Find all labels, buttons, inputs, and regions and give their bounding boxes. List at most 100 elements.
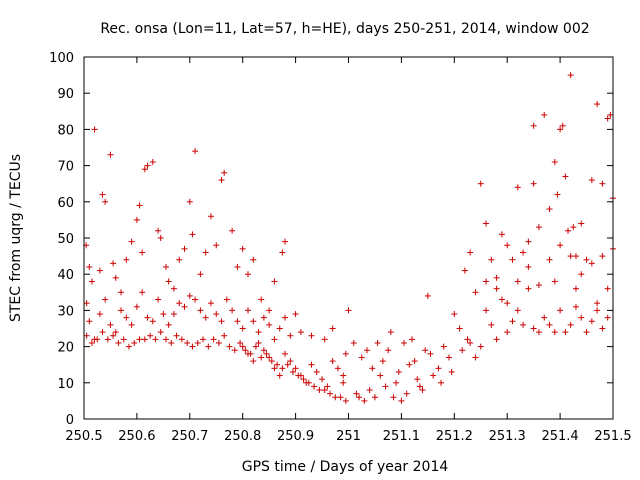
data-point: [361, 397, 368, 404]
data-point: [340, 372, 347, 379]
data-point: [562, 329, 569, 336]
data-point: [493, 336, 500, 343]
data-point: [133, 216, 140, 223]
y-tick-label: 70: [57, 160, 74, 175]
data-point: [263, 350, 270, 357]
data-point: [572, 253, 579, 260]
data-point: [181, 245, 188, 252]
data-point: [205, 343, 212, 350]
data-point: [160, 311, 167, 318]
data-point: [170, 285, 177, 292]
data-point: [366, 387, 373, 394]
data-point: [477, 180, 484, 187]
data-point: [102, 198, 109, 205]
data-point: [136, 336, 143, 343]
data-point: [170, 311, 177, 318]
y-tick-label: 40: [57, 268, 74, 283]
data-point: [96, 311, 103, 318]
data-point: [202, 249, 209, 256]
x-tick-label: 251.2: [436, 429, 473, 444]
data-point: [567, 72, 574, 79]
y-tick-label: 30: [57, 304, 74, 319]
data-point: [438, 379, 445, 386]
data-point: [239, 325, 246, 332]
data-point: [192, 296, 199, 303]
data-point: [334, 365, 341, 372]
data-point: [446, 354, 453, 361]
data-point: [329, 325, 336, 332]
data-point: [128, 238, 135, 245]
data-point: [520, 249, 527, 256]
data-point: [244, 350, 251, 357]
data-point: [472, 289, 479, 296]
data-point: [588, 177, 595, 184]
data-point: [303, 379, 310, 386]
data-point: [567, 253, 574, 260]
data-point: [197, 271, 204, 278]
data-point: [260, 314, 267, 321]
y-tick-label: 90: [57, 87, 74, 102]
data-point: [258, 354, 265, 361]
data-point: [408, 336, 415, 343]
data-point: [588, 318, 595, 325]
data-point: [86, 318, 93, 325]
data-point: [390, 394, 397, 401]
data-point: [374, 339, 381, 346]
data-point: [557, 242, 564, 249]
data-point: [414, 376, 421, 383]
data-point: [266, 354, 273, 361]
data-point: [120, 336, 127, 343]
data-point: [498, 296, 505, 303]
data-point: [282, 238, 289, 245]
data-point: [382, 383, 389, 390]
data-point: [401, 339, 408, 346]
data-point: [165, 278, 172, 285]
data-point: [430, 372, 437, 379]
data-point: [155, 296, 162, 303]
data-point: [215, 339, 222, 346]
data-point: [189, 343, 196, 350]
data-point: [88, 278, 95, 285]
x-tick-label: 251.4: [541, 429, 578, 444]
data-point: [530, 180, 537, 187]
data-point: [557, 126, 564, 133]
data-point: [435, 365, 442, 372]
data-point: [297, 329, 304, 336]
data-point: [498, 231, 505, 238]
data-point: [282, 314, 289, 321]
data-point: [311, 383, 318, 390]
data-point: [231, 347, 238, 354]
data-point: [289, 368, 296, 375]
data-point: [546, 256, 553, 263]
data-point: [583, 256, 590, 263]
data-point: [107, 321, 114, 328]
data-point: [287, 332, 294, 339]
data-point: [504, 242, 511, 249]
data-point: [385, 347, 392, 354]
data-point: [326, 390, 333, 397]
data-point: [467, 249, 474, 256]
data-point: [136, 202, 143, 209]
data-point: [218, 177, 225, 184]
data-point: [599, 180, 606, 187]
data-point: [599, 253, 606, 260]
data-point: [234, 263, 241, 270]
data-point: [181, 303, 188, 310]
data-point: [276, 325, 283, 332]
data-point: [342, 397, 349, 404]
data-point: [133, 303, 140, 310]
data-point: [300, 376, 307, 383]
data-point: [242, 347, 249, 354]
data-point: [152, 336, 159, 343]
data-point: [488, 321, 495, 328]
data-point: [514, 307, 521, 314]
data-point: [271, 278, 278, 285]
data-point: [557, 307, 564, 314]
data-point: [525, 238, 532, 245]
data-point: [520, 321, 527, 328]
data-point: [546, 321, 553, 328]
data-point: [83, 332, 90, 339]
data-point: [112, 274, 119, 281]
data-point: [604, 285, 611, 292]
data-point: [535, 282, 542, 289]
